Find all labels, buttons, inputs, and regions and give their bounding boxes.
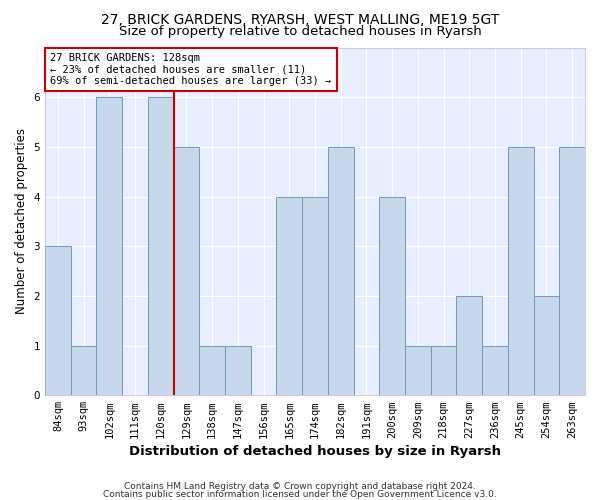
Bar — [431, 346, 457, 395]
Bar — [508, 147, 533, 395]
Text: Size of property relative to detached houses in Ryarsh: Size of property relative to detached ho… — [119, 25, 481, 38]
Bar — [379, 196, 405, 395]
Bar — [97, 97, 122, 395]
Text: 27, BRICK GARDENS, RYARSH, WEST MALLING, ME19 5GT: 27, BRICK GARDENS, RYARSH, WEST MALLING,… — [101, 12, 499, 26]
Y-axis label: Number of detached properties: Number of detached properties — [15, 128, 28, 314]
Text: 27 BRICK GARDENS: 128sqm
← 23% of detached houses are smaller (11)
69% of semi-d: 27 BRICK GARDENS: 128sqm ← 23% of detach… — [50, 52, 332, 86]
Bar — [302, 196, 328, 395]
Bar — [225, 346, 251, 395]
Bar — [45, 246, 71, 395]
Bar — [533, 296, 559, 395]
Bar — [199, 346, 225, 395]
Bar — [148, 97, 173, 395]
Bar — [482, 346, 508, 395]
Bar — [173, 147, 199, 395]
Bar — [71, 346, 97, 395]
Text: Contains HM Land Registry data © Crown copyright and database right 2024.: Contains HM Land Registry data © Crown c… — [124, 482, 476, 491]
Bar — [328, 147, 353, 395]
X-axis label: Distribution of detached houses by size in Ryarsh: Distribution of detached houses by size … — [129, 444, 501, 458]
Text: Contains public sector information licensed under the Open Government Licence v3: Contains public sector information licen… — [103, 490, 497, 499]
Bar — [457, 296, 482, 395]
Bar — [559, 147, 585, 395]
Bar — [277, 196, 302, 395]
Bar — [405, 346, 431, 395]
